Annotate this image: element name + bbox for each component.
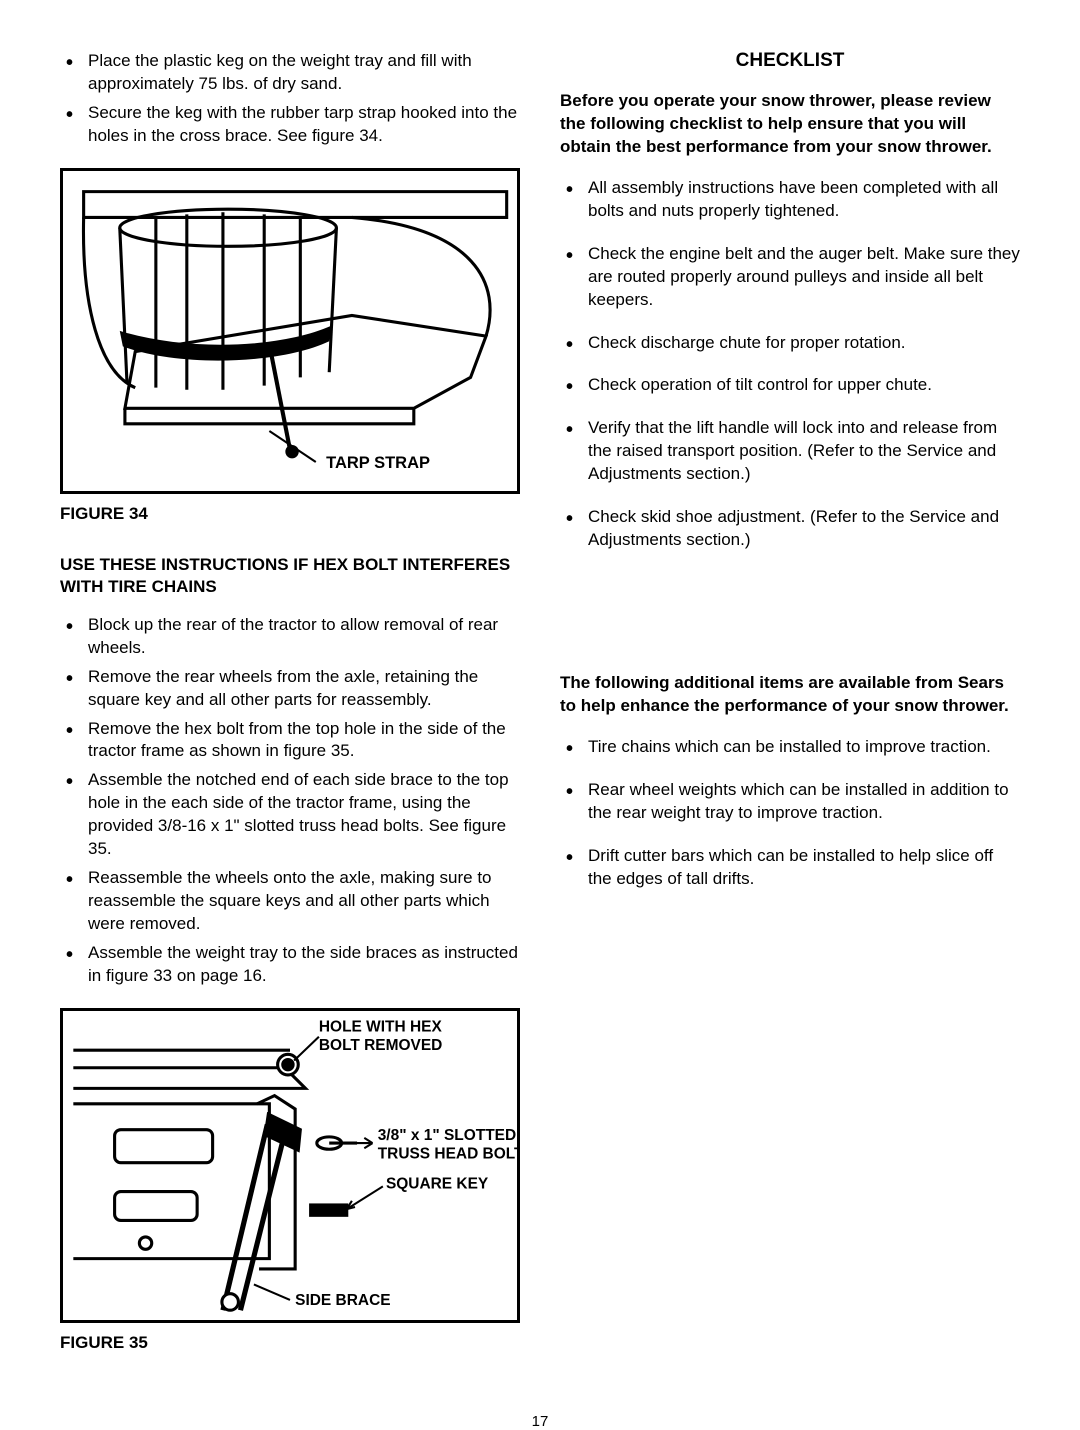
checklist-bullets: All assembly instructions have been comp… (560, 177, 1020, 552)
tarp-strap-label: TARP STRAP (326, 454, 430, 472)
figure-34-svg: TARP STRAP (63, 171, 517, 491)
figure-35-caption: FIGURE 35 (60, 1333, 520, 1353)
hole-label-2: BOLT REMOVED (319, 1037, 442, 1054)
list-item: Reassemble the wheels onto the axle, mak… (60, 867, 520, 936)
figure-34-caption: FIGURE 34 (60, 504, 520, 524)
list-item: Remove the hex bolt from the top hole in… (60, 718, 520, 764)
left-column: Place the plastic keg on the weight tray… (60, 50, 520, 1383)
mid-bullet-list: Block up the rear of the tractor to allo… (60, 614, 520, 988)
additional-intro: The following additional items are avail… (560, 672, 1020, 718)
spacer (560, 572, 1020, 672)
hex-bolt-heading: USE THESE INSTRUCTIONS IF HEX BOLT INTER… (60, 554, 520, 598)
list-item: Check discharge chute for proper rotatio… (560, 332, 1020, 355)
list-item: Check the engine belt and the auger belt… (560, 243, 1020, 312)
checklist-title: CHECKLIST (560, 50, 1020, 72)
list-item: Check skid shoe adjustment. (Refer to th… (560, 506, 1020, 552)
list-item: Tire chains which can be installed to im… (560, 736, 1020, 759)
list-item: Secure the keg with the rubber tarp stra… (60, 102, 520, 148)
list-item: Rear wheel weights which can be installe… (560, 779, 1020, 825)
list-item: Drift cutter bars which can be installed… (560, 845, 1020, 891)
list-item: Assemble the notched end of each side br… (60, 769, 520, 861)
list-item: Block up the rear of the tractor to allo… (60, 614, 520, 660)
list-item: Check operation of tilt control for uppe… (560, 374, 1020, 397)
list-item: Place the plastic keg on the weight tray… (60, 50, 520, 96)
list-item: Remove the rear wheels from the axle, re… (60, 666, 520, 712)
list-item: All assembly instructions have been comp… (560, 177, 1020, 223)
list-item: Verify that the lift handle will lock in… (560, 417, 1020, 486)
figure-34-box: TARP STRAP (60, 168, 520, 494)
right-column: CHECKLIST Before you operate your snow t… (560, 50, 1020, 1383)
bolt-label-2: TRUSS HEAD BOLT (378, 1145, 517, 1162)
figure-35-box: HOLE WITH HEX BOLT REMOVED 3/8" x 1" SLO… (60, 1008, 520, 1324)
additional-bullets: Tire chains which can be installed to im… (560, 736, 1020, 891)
top-bullet-list: Place the plastic keg on the weight tray… (60, 50, 520, 148)
list-item: Assemble the weight tray to the side bra… (60, 942, 520, 988)
page-content: Place the plastic keg on the weight tray… (60, 50, 1020, 1383)
side-brace-label: SIDE BRACE (295, 1292, 390, 1309)
square-key-label: SQUARE KEY (386, 1175, 489, 1192)
page-number: 17 (60, 1413, 1020, 1430)
hole-label-1: HOLE WITH HEX (319, 1018, 443, 1035)
checklist-intro: Before you operate your snow thrower, pl… (560, 90, 1020, 159)
bolt-label-1: 3/8" x 1" SLOTTED (378, 1127, 516, 1144)
figure-35-svg: HOLE WITH HEX BOLT REMOVED 3/8" x 1" SLO… (63, 1011, 517, 1321)
